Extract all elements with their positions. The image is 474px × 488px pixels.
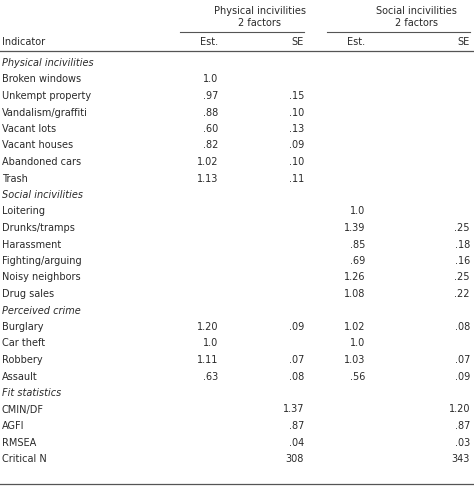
- Text: 1.0: 1.0: [350, 339, 365, 348]
- Text: 1.02: 1.02: [344, 322, 365, 332]
- Text: 1.11: 1.11: [197, 355, 218, 365]
- Text: .10: .10: [289, 107, 304, 118]
- Text: SE: SE: [458, 37, 470, 47]
- Text: 1.20: 1.20: [448, 405, 470, 414]
- Text: .60: .60: [203, 124, 218, 134]
- Text: Social incivilities
2 factors: Social incivilities 2 factors: [376, 6, 457, 28]
- Text: Unkempt property: Unkempt property: [2, 91, 91, 101]
- Text: .03: .03: [455, 438, 470, 447]
- Text: .10: .10: [289, 157, 304, 167]
- Text: .56: .56: [350, 371, 365, 382]
- Text: .09: .09: [289, 141, 304, 150]
- Text: .09: .09: [289, 322, 304, 332]
- Text: Physical incivilities: Physical incivilities: [2, 58, 94, 68]
- Text: AGFI: AGFI: [2, 421, 25, 431]
- Text: Physical incivilities
2 factors: Physical incivilities 2 factors: [214, 6, 306, 28]
- Text: Indicator: Indicator: [2, 37, 45, 47]
- Text: .15: .15: [289, 91, 304, 101]
- Text: .88: .88: [203, 107, 218, 118]
- Text: Perceived crime: Perceived crime: [2, 305, 81, 316]
- Text: .16: .16: [455, 256, 470, 266]
- Text: .08: .08: [289, 371, 304, 382]
- Text: .18: .18: [455, 240, 470, 249]
- Text: .87: .87: [289, 421, 304, 431]
- Text: .09: .09: [455, 371, 470, 382]
- Text: Abandoned cars: Abandoned cars: [2, 157, 81, 167]
- Text: Trash: Trash: [2, 174, 28, 183]
- Text: .04: .04: [289, 438, 304, 447]
- Text: .97: .97: [202, 91, 218, 101]
- Text: 1.37: 1.37: [283, 405, 304, 414]
- Text: .07: .07: [455, 355, 470, 365]
- Text: Vacant lots: Vacant lots: [2, 124, 56, 134]
- Text: Car theft: Car theft: [2, 339, 45, 348]
- Text: .22: .22: [455, 289, 470, 299]
- Text: 343: 343: [452, 454, 470, 464]
- Text: Vandalism/graffiti: Vandalism/graffiti: [2, 107, 88, 118]
- Text: .11: .11: [289, 174, 304, 183]
- Text: .87: .87: [455, 421, 470, 431]
- Text: Noisy neighbors: Noisy neighbors: [2, 272, 81, 283]
- Text: Est.: Est.: [200, 37, 218, 47]
- Text: RMSEA: RMSEA: [2, 438, 36, 447]
- Text: Robbery: Robbery: [2, 355, 43, 365]
- Text: .08: .08: [455, 322, 470, 332]
- Text: .25: .25: [455, 223, 470, 233]
- Text: Assault: Assault: [2, 371, 38, 382]
- Text: Drunks/tramps: Drunks/tramps: [2, 223, 75, 233]
- Text: Est.: Est.: [347, 37, 365, 47]
- Text: Drug sales: Drug sales: [2, 289, 54, 299]
- Text: 1.20: 1.20: [197, 322, 218, 332]
- Text: .13: .13: [289, 124, 304, 134]
- Text: 308: 308: [286, 454, 304, 464]
- Text: 1.0: 1.0: [203, 75, 218, 84]
- Text: 1.03: 1.03: [344, 355, 365, 365]
- Text: Social incivilities: Social incivilities: [2, 190, 83, 200]
- Text: .63: .63: [203, 371, 218, 382]
- Text: .07: .07: [289, 355, 304, 365]
- Text: 1.08: 1.08: [344, 289, 365, 299]
- Text: Fighting/arguing: Fighting/arguing: [2, 256, 82, 266]
- Text: .82: .82: [202, 141, 218, 150]
- Text: 1.13: 1.13: [197, 174, 218, 183]
- Text: SE: SE: [292, 37, 304, 47]
- Text: 1.02: 1.02: [197, 157, 218, 167]
- Text: Fit statistics: Fit statistics: [2, 388, 61, 398]
- Text: Burglary: Burglary: [2, 322, 44, 332]
- Text: .69: .69: [350, 256, 365, 266]
- Text: CMIN/DF: CMIN/DF: [2, 405, 44, 414]
- Text: .25: .25: [455, 272, 470, 283]
- Text: 1.26: 1.26: [344, 272, 365, 283]
- Text: 1.0: 1.0: [350, 206, 365, 217]
- Text: 1.39: 1.39: [344, 223, 365, 233]
- Text: Vacant houses: Vacant houses: [2, 141, 73, 150]
- Text: Critical N: Critical N: [2, 454, 47, 464]
- Text: Loitering: Loitering: [2, 206, 45, 217]
- Text: 1.0: 1.0: [203, 339, 218, 348]
- Text: Broken windows: Broken windows: [2, 75, 81, 84]
- Text: .85: .85: [350, 240, 365, 249]
- Text: Harassment: Harassment: [2, 240, 61, 249]
